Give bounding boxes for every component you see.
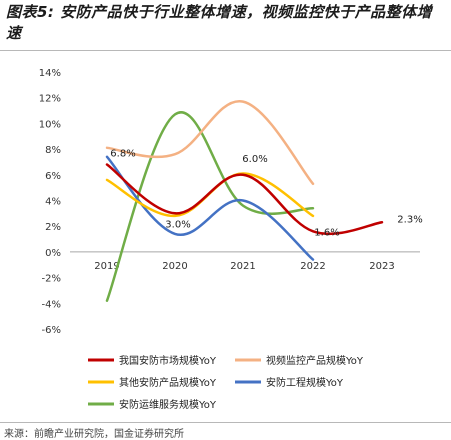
title-divider: [0, 50, 451, 51]
data-label: 3.0%: [165, 219, 190, 230]
y-axis: -6% -4% -2% 0% 2% 4% 6% 8% 10% 12% 14%: [39, 68, 61, 336]
source-note: 来源：前瞻产业研究院，国金证券研究所: [4, 429, 184, 440]
legend-label: 安防运维服务规模YoY: [119, 398, 217, 411]
legend-label: 安防工程规模YoY: [266, 376, 344, 389]
x-axis: 2019 2020 2021 2022 2023: [94, 261, 394, 272]
series-line-4: [105, 155, 315, 261]
legend-label: 其他安防产品规模YoY: [119, 376, 217, 389]
y-tick-label: 12%: [39, 94, 61, 105]
data-label: 6.0%: [242, 154, 267, 165]
y-tick-label: 6%: [45, 171, 61, 182]
x-tick-label: 2021: [230, 261, 255, 272]
x-tick-label: 2022: [300, 261, 325, 272]
y-tick-label: 2%: [45, 222, 61, 233]
y-tick-label: -4%: [42, 299, 61, 310]
y-tick-label: 8%: [45, 145, 61, 156]
legend-label: 视频监控产品规模YoY: [266, 354, 364, 367]
x-tick-label: 2023: [369, 261, 394, 272]
legend-label: 我国安防市场规模YoY: [119, 354, 217, 367]
x-tick-label: 2019: [94, 261, 119, 272]
legend: 我国安防市场规模YoY 视频监控产品规模YoY 其他安防产品规模YoY 安防工程规模Y…: [88, 354, 364, 411]
y-tick-label: -2%: [42, 274, 61, 285]
data-labels: 6.8% 3.0% 6.0% 1.6% 2.3%: [110, 149, 422, 239]
figure-title: 图表5: 安防产品快于行业整体增速，视频监控快于产品整体增速: [6, 3, 433, 42]
y-tick-label: 10%: [39, 119, 61, 130]
data-label: 6.8%: [110, 149, 135, 160]
data-label: 2.3%: [397, 214, 422, 225]
y-tick-label: 14%: [39, 68, 61, 79]
x-tick-label: 2020: [162, 261, 187, 272]
data-label: 1.6%: [314, 227, 339, 238]
footer-divider: [0, 422, 451, 423]
series-line-1: [105, 163, 384, 236]
y-tick-label: 0%: [45, 248, 61, 259]
y-tick-label: -6%: [42, 325, 61, 336]
y-tick-label: 4%: [45, 197, 61, 208]
series-lines: [105, 100, 384, 302]
series-line-2: [105, 100, 315, 186]
